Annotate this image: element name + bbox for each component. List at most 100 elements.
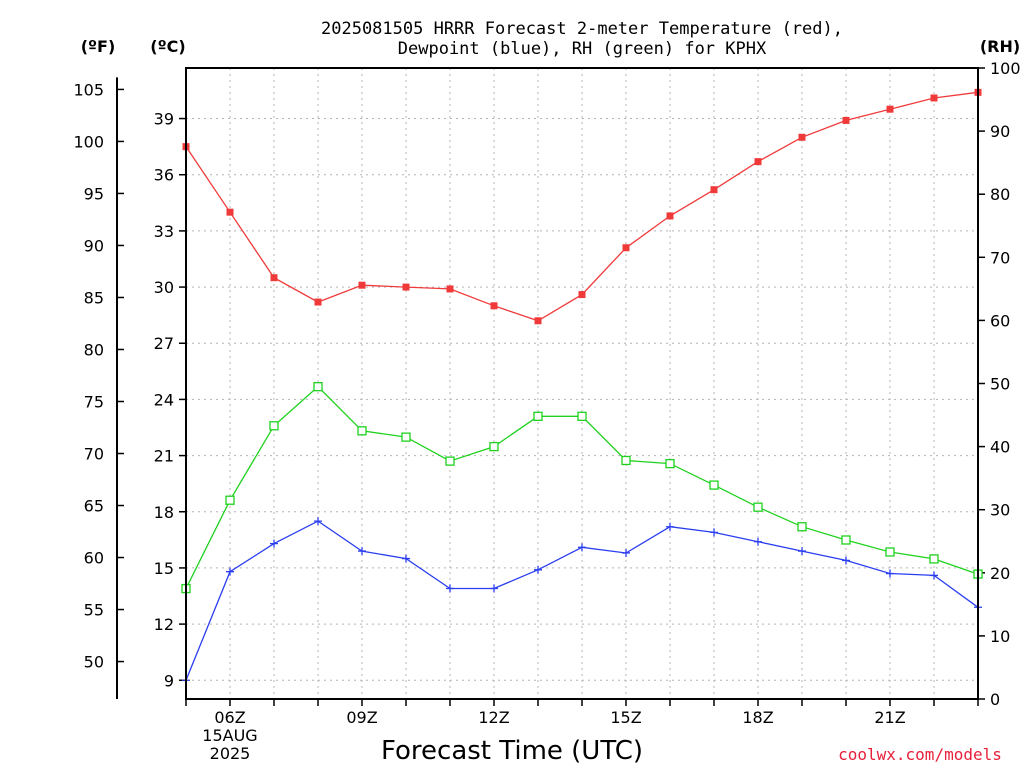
time-tick-label: 15Z — [610, 708, 641, 727]
fahrenheit-unit-label: (ºF) — [81, 37, 116, 56]
time-tick-label: 06Z — [214, 708, 245, 727]
x-axis-label: Forecast Time (UTC) — [381, 736, 643, 766]
rh-tick-label: 20 — [990, 564, 1010, 583]
temperature-point — [270, 274, 278, 282]
fahrenheit-tick-label: 60 — [84, 549, 104, 568]
dewpoint-point — [534, 565, 542, 574]
rh-point — [709, 480, 719, 490]
celsius-tick-label: 33 — [154, 222, 174, 241]
time-tick-label: 12Z — [478, 708, 509, 727]
temperature-point — [798, 133, 806, 141]
dewpoint-point — [798, 547, 806, 556]
rh-point — [929, 554, 939, 564]
dewpoint-point — [270, 539, 278, 548]
rh-point — [797, 522, 807, 532]
dewpoint-point — [578, 543, 586, 552]
celsius-tick-label: 21 — [154, 447, 174, 466]
rh-point — [225, 495, 235, 505]
fahrenheit-tick-label: 100 — [73, 132, 104, 151]
rh-point — [533, 411, 543, 421]
rh-tick-label: 50 — [990, 375, 1010, 394]
temperature-point — [226, 208, 234, 216]
celsius-tick-label: 36 — [154, 166, 174, 185]
dewpoint-point — [622, 548, 630, 557]
celsius-tick-label: 39 — [154, 110, 174, 129]
rh-tick-label: 80 — [990, 185, 1010, 204]
rh-tick-label: 10 — [990, 627, 1010, 646]
dewpoint-point — [886, 569, 894, 578]
temperature-point — [490, 302, 498, 310]
rh-point — [621, 455, 631, 466]
time-tick-label: 09Z — [346, 708, 377, 727]
celsius-tick-label: 15 — [154, 559, 174, 578]
rh-point — [885, 547, 895, 557]
rh-point — [445, 456, 455, 466]
dewpoint-point — [666, 522, 674, 531]
fahrenheit-tick-label: 65 — [84, 497, 104, 516]
dewpoint-point — [314, 517, 322, 526]
temperature-point — [622, 244, 630, 252]
fahrenheit-tick-label: 50 — [84, 653, 104, 672]
fahrenheit-tick-label: 90 — [84, 236, 104, 255]
celsius-tick-label: 18 — [154, 503, 174, 522]
rh-tick-label: 70 — [990, 248, 1010, 267]
chart-title-line-1: 2025081505 HRRR Forecast 2-meter Tempera… — [321, 19, 843, 39]
temperature-point — [314, 298, 322, 306]
rh-tick-label: 60 — [990, 311, 1010, 330]
fahrenheit-tick-label: 75 — [84, 392, 104, 411]
rh-axis: 0 10 20 30 40 50 60 70 80 90 100 — [978, 59, 1021, 709]
temperature-point — [886, 105, 894, 113]
rh-point — [577, 411, 587, 421]
dewpoint-point — [402, 554, 410, 563]
temperature-point — [930, 94, 938, 102]
credit-text: coolwx.com/models — [838, 745, 1002, 764]
dewpoint-point — [930, 571, 938, 580]
dewpoint-point — [358, 547, 366, 556]
temperature-point — [358, 281, 366, 289]
date-label: 2025 — [210, 744, 251, 763]
rh-point — [401, 432, 411, 442]
celsius-tick-label: 30 — [154, 278, 174, 297]
time-tick-label: 21Z — [874, 708, 905, 727]
temperature-point — [534, 317, 542, 325]
rh-point — [313, 382, 323, 392]
rh-tick-label: 40 — [990, 438, 1010, 457]
fahrenheit-tick-label: 85 — [84, 288, 104, 307]
temperature-point — [754, 158, 762, 166]
rh-tick-label: 30 — [990, 501, 1010, 520]
rh-tick-label: 0 — [990, 690, 1000, 709]
temperature-point — [666, 212, 674, 220]
fahrenheit-tick-label: 55 — [84, 601, 104, 620]
temperature-point — [578, 291, 586, 299]
fahrenheit-tick-label: 105 — [73, 80, 104, 99]
rh-point — [489, 441, 499, 452]
rh-tick-label: 90 — [990, 122, 1010, 141]
celsius-tick-label: 27 — [154, 334, 174, 353]
celsius-unit-label: (ºC) — [150, 37, 185, 56]
plot-frame — [185, 67, 979, 700]
dewpoint-point — [842, 556, 850, 565]
date-label: 15AUG — [202, 726, 257, 745]
dewpoint-point — [490, 584, 498, 593]
fahrenheit-tick-label: 95 — [84, 184, 104, 203]
celsius-tick-label: 12 — [154, 615, 174, 634]
gridlines — [186, 68, 978, 699]
dewpoint-point — [754, 537, 762, 546]
rh-point — [269, 421, 279, 431]
temperature-point — [842, 116, 850, 124]
dewpoint-point — [226, 567, 234, 576]
rh-tick-label: 100 — [990, 59, 1021, 78]
celsius-tick-label: 9 — [164, 671, 174, 690]
rh-unit-label: (RH) — [980, 37, 1020, 56]
chart-title-line-2: Dewpoint (blue), RH (green) for KPHX — [398, 39, 767, 59]
rh-point — [841, 535, 851, 545]
dewpoint-point — [710, 528, 718, 537]
fahrenheit-tick-label: 80 — [84, 340, 104, 359]
dewpoint-point — [446, 584, 454, 593]
temperature-point — [710, 186, 718, 194]
rh-point — [357, 426, 367, 436]
rh-point — [665, 458, 675, 469]
temperature-point — [446, 285, 454, 293]
